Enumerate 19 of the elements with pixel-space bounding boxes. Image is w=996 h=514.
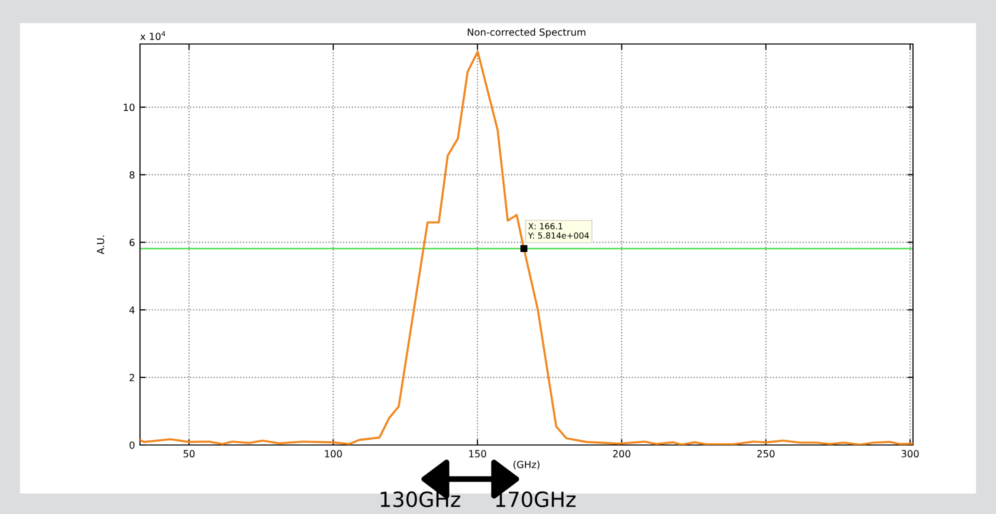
chart-title: Non-corrected Spectrum — [468, 28, 586, 38]
y-tick-label: 0 — [130, 441, 134, 449]
text: 170GHz — [496, 491, 576, 508]
text: x 10$^{4}$ — [140, 31, 166, 40]
x-tick-label: 250 — [757, 450, 775, 458]
x-tick-label: 200 — [613, 450, 630, 458]
y-tick-label: 2 — [130, 374, 134, 382]
y-tick-label: 8 — [130, 171, 134, 179]
annotation: X: 166.1 Y: 5.814e+004 — [528, 223, 589, 239]
y-tick-label: 4 — [129, 306, 135, 314]
x-tick-label: 100 — [325, 450, 342, 458]
y-tick-label: 10 — [124, 104, 134, 112]
y-tick-label: 6 — [130, 238, 135, 246]
x-tick-label: 300 — [902, 450, 919, 458]
text: 130GHz — [380, 491, 460, 508]
x-axis-title: (GHz) — [514, 460, 540, 470]
y-axis-title: A.U. — [96, 236, 104, 254]
x-tick-label: 150 — [469, 450, 486, 458]
x-tick-label: 50 — [184, 450, 195, 458]
